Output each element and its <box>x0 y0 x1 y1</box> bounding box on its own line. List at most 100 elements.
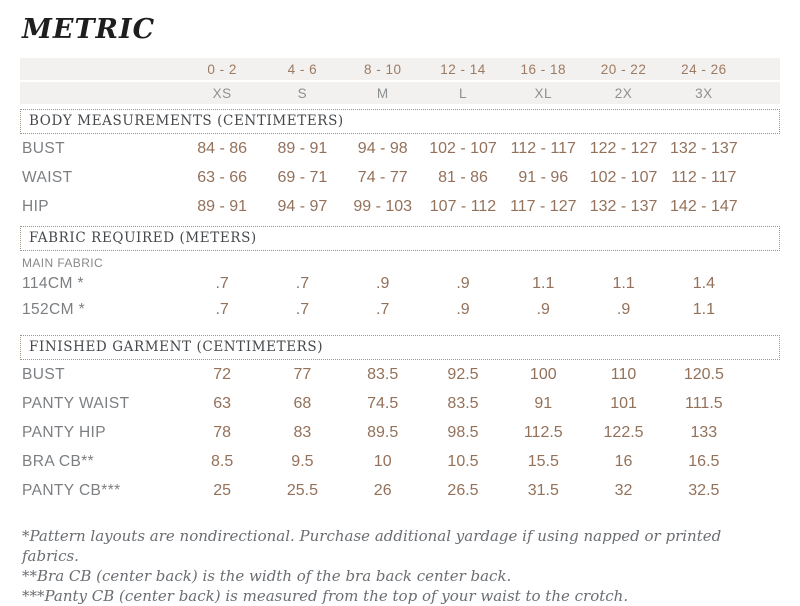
cell: 133 <box>690 423 718 441</box>
cell: 117 - 127 <box>510 197 577 215</box>
cell: 81 - 86 <box>438 168 488 186</box>
cell: 132 - 137 <box>670 139 738 157</box>
cell: 1.1 <box>612 275 635 292</box>
cell: 132 - 137 <box>589 197 658 215</box>
size-alpha: XS <box>212 85 232 101</box>
cell: 102 - 107 <box>589 168 658 186</box>
cell: 77 <box>293 365 312 383</box>
cell: 25 <box>213 481 232 499</box>
section-heading-fabric-required: FABRIC REQUIRED (METERS) <box>20 226 780 251</box>
row-label: PANTY HIP <box>22 423 106 441</box>
cell: 122 - 127 <box>589 139 658 157</box>
cell: 68 <box>293 394 312 412</box>
cell: 8.5 <box>211 452 234 470</box>
size-numeric: 24 - 26 <box>681 61 727 77</box>
table-row-panty-cb: PANTY CB*** 25 25.5 26 26.5 31.5 32 32.5 <box>20 476 780 505</box>
cell: 32.5 <box>688 481 720 499</box>
row-label: BRA CB** <box>22 452 95 470</box>
cell: .9 <box>456 275 470 292</box>
table-row-bra-cb: BRA CB** 8.5 9.5 10 10.5 15.5 16 16.5 <box>20 447 780 476</box>
size-header-alpha-row: XS S M L XL 2X 3X <box>20 82 780 104</box>
cell: 16 <box>614 452 633 470</box>
size-numeric: 0 - 2 <box>207 61 237 77</box>
table-row-fg-bust: BUST 72 77 83.5 92.5 100 110 120.5 <box>20 360 780 389</box>
table-row-waist: WAIST 63 - 66 69 - 71 74 - 77 81 - 86 91… <box>20 163 780 192</box>
cell: 32 <box>614 481 633 499</box>
cell: .7 <box>215 275 229 292</box>
cell: 101 <box>610 394 637 412</box>
cell: 94 - 98 <box>357 139 408 157</box>
size-numeric: 8 - 10 <box>363 61 402 77</box>
cell: 89 - 91 <box>197 197 248 215</box>
cell: 107 - 112 <box>429 197 497 215</box>
cell: 100 <box>529 365 557 383</box>
cell: 26 <box>373 481 392 499</box>
cell: 120.5 <box>683 365 724 383</box>
cell: 112.5 <box>523 423 563 441</box>
size-alpha: 2X <box>614 85 633 101</box>
cell: 110 <box>610 365 637 383</box>
size-numeric: 4 - 6 <box>287 61 318 77</box>
size-numeric: 20 - 22 <box>600 61 647 77</box>
cell: 10 <box>373 452 392 470</box>
cell: 94 - 97 <box>277 197 328 215</box>
row-label: PANTY WAIST <box>22 394 130 412</box>
page-title: METRIC <box>22 14 156 45</box>
cell: 112 - 117 <box>671 168 737 186</box>
cell: .7 <box>376 301 390 318</box>
cell: 91 <box>534 394 553 412</box>
cell: 63 - 66 <box>197 168 248 186</box>
row-label: PANTY CB*** <box>22 481 121 499</box>
footnote-bra-cb: **Bra CB (center back) is the width of t… <box>22 567 512 585</box>
cell: 112 - 117 <box>510 139 576 157</box>
row-label: BUST <box>22 139 65 157</box>
cell: 63 <box>213 394 232 412</box>
cell: 98.5 <box>447 423 479 441</box>
cell: 72 <box>213 365 232 383</box>
row-label: 152CM * <box>22 301 86 318</box>
row-label: 114CM * <box>22 275 84 292</box>
size-numeric: 12 - 14 <box>440 61 486 77</box>
row-label: BUST <box>22 365 65 383</box>
cell: 102 - 107 <box>429 139 497 157</box>
cell: 111.5 <box>685 394 723 412</box>
cell: .9 <box>616 301 631 318</box>
size-header-numeric-row: 0 - 2 4 - 6 8 - 10 12 - 14 16 - 18 20 - … <box>20 58 780 80</box>
table-row-panty-hip: PANTY HIP 78 83 89.5 98.5 112.5 122.5 13… <box>20 418 780 447</box>
cell: 69 - 71 <box>277 168 328 186</box>
section-heading-body-measurements: BODY MEASUREMENTS (CENTIMETERS) <box>20 109 780 134</box>
cell: 78 <box>213 423 232 441</box>
cell: 16.5 <box>688 452 720 470</box>
cell: 89.5 <box>367 423 399 441</box>
cell: 142 - 147 <box>670 197 738 215</box>
cell: 1.4 <box>692 275 715 292</box>
cell: 9.5 <box>291 452 314 470</box>
cell: 31.5 <box>527 481 559 499</box>
cell: 10.5 <box>447 452 479 470</box>
size-alpha: M <box>376 85 389 101</box>
cell: 99 - 103 <box>353 197 413 215</box>
cell: 74.5 <box>367 394 399 412</box>
cell: 91 - 96 <box>518 168 569 186</box>
main-fabric-subheading: MAIN FABRIC <box>22 256 104 270</box>
size-alpha: XL <box>534 85 553 101</box>
cell: 25.5 <box>286 481 318 499</box>
table-row-152cm: 152CM * .7 .7 .7 .9 .9 .9 1.1 <box>20 297 780 323</box>
footnote-panty-cb: ***Panty CB (center back) is measured fr… <box>22 587 629 605</box>
footnotes: *Pattern layouts are nondirectional. Pur… <box>20 526 780 606</box>
cell: 83.5 <box>447 394 479 412</box>
cell: 1.1 <box>532 275 555 292</box>
size-numeric: 16 - 18 <box>520 61 567 77</box>
size-alpha: S <box>297 85 308 101</box>
row-label: WAIST <box>22 168 73 186</box>
table-row-hip: HIP 89 - 91 94 - 97 99 - 103 107 - 112 1… <box>20 192 780 221</box>
cell: .9 <box>376 275 390 292</box>
section-heading-finished-garment: FINISHED GARMENT (CENTIMETERS) <box>20 335 780 360</box>
size-alpha: L <box>458 85 467 101</box>
table-row-114cm: 114CM * .7 .7 .9 .9 1.1 1.1 1.4 <box>20 271 780 297</box>
cell: 15.5 <box>527 452 559 470</box>
table-row-panty-waist: PANTY WAIST 63 68 74.5 83.5 91 101 111.5 <box>20 389 780 418</box>
cell: 1.1 <box>692 301 715 318</box>
cell: 83 <box>293 423 312 441</box>
